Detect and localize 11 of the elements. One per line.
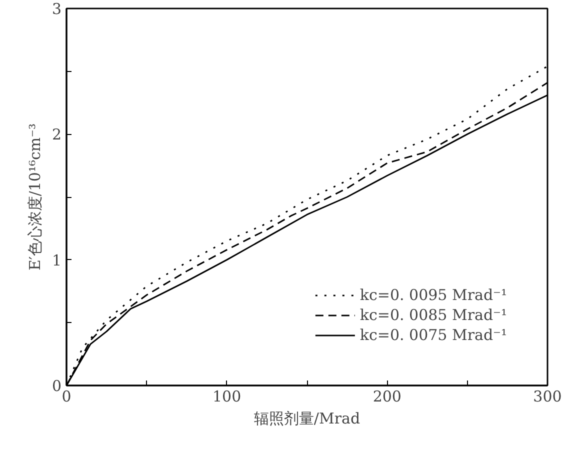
x-axis-title: 辐照剂量/Mrad xyxy=(254,410,360,428)
legend-label: kc=0. 0085 Mrad⁻¹ xyxy=(360,306,507,324)
y-tick-label: 2 xyxy=(52,126,62,144)
y-tick-label: 3 xyxy=(52,0,62,18)
y-axis-title: E′色心浓度/10¹⁶cm⁻³ xyxy=(26,123,44,271)
legend-label: kc=0. 0075 Mrad⁻¹ xyxy=(360,326,507,344)
y-tick-label: 1 xyxy=(52,251,62,270)
x-tick-label: 300 xyxy=(533,388,562,406)
x-tick-label: 100 xyxy=(212,388,242,406)
x-tick-label: 200 xyxy=(372,388,402,406)
legend-label: kc=0. 0095 Mrad⁻¹ xyxy=(360,286,507,304)
